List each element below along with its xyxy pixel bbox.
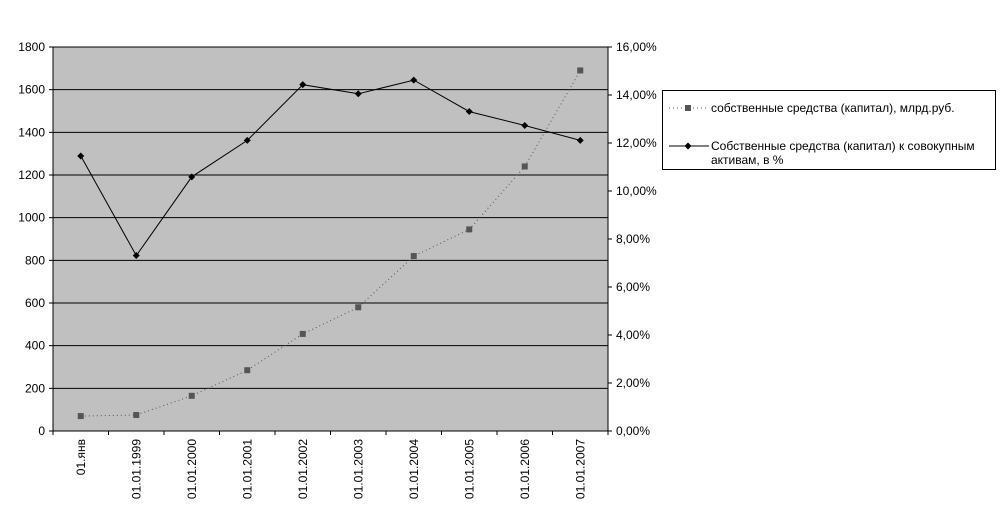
- legend-solid-diamond-icon: [669, 142, 709, 150]
- series-layer: [77, 67, 584, 420]
- left-tick-label: 200: [25, 381, 45, 395]
- left-tick-label: 1600: [18, 83, 45, 97]
- legend-dotted-square-icon: [669, 105, 709, 111]
- left-tick-label: 800: [25, 253, 45, 267]
- series-line-0: [80, 70, 581, 417]
- data-point-square: [244, 367, 251, 374]
- left-tick-label: 1200: [18, 168, 45, 182]
- data-point-diamond: [243, 136, 251, 144]
- data-point-square: [410, 253, 417, 260]
- data-point-square: [188, 392, 195, 399]
- gridlines: [53, 46, 608, 389]
- data-point-diamond: [132, 252, 140, 260]
- x-tick-label: 01.01.2003: [351, 439, 365, 499]
- right-axis-ticks: 0,00% 2,00% 4,00% 6,00% 8,00% 10,00% 12,00% 14,…: [608, 40, 657, 438]
- left-tick-label: 1800: [18, 40, 45, 54]
- right-tick-label: 4,00%: [616, 328, 650, 342]
- x-tick-label: 01.01.2000: [185, 439, 199, 499]
- data-point-square: [521, 163, 528, 170]
- legend-item-ratio: Собственные средства (капитал) к совокуп…: [663, 139, 995, 167]
- x-tick-label: 01.01.2007: [573, 439, 587, 499]
- right-tick-label: 6,00%: [616, 280, 650, 294]
- x-tick-label: 01.01.1999: [129, 439, 143, 499]
- left-tick-label: 0: [38, 424, 45, 438]
- legend: собственные средства (капитал), млрд.руб…: [662, 90, 996, 170]
- right-tick-label: 10,00%: [616, 184, 657, 198]
- data-point-diamond: [299, 81, 307, 89]
- data-point-square: [577, 67, 584, 74]
- data-point-diamond: [465, 108, 473, 116]
- data-point-diamond: [576, 136, 584, 144]
- x-tick-label: 01.01.2001: [240, 439, 254, 499]
- data-point-square: [355, 304, 362, 311]
- x-tick-label: 01.01.2002: [296, 439, 310, 499]
- data-point-diamond: [521, 121, 529, 129]
- left-tick-label: 400: [25, 339, 45, 353]
- x-tick-label: 01.01.2006: [518, 439, 532, 499]
- x-tick-label: 01.янв: [74, 439, 88, 475]
- left-tick-label: 600: [25, 296, 45, 310]
- series-line-1: [80, 79, 581, 257]
- data-point-square: [466, 226, 473, 233]
- data-point-square: [133, 412, 140, 418]
- legend-item-capital: собственные средства (капитал), млрд.руб…: [663, 101, 995, 115]
- x-tick-label: 01.01.2005: [462, 439, 476, 499]
- data-point-diamond: [410, 76, 418, 84]
- right-tick-label: 16,00%: [616, 40, 657, 54]
- legend-label-capital: собственные средства (капитал), млрд.руб…: [711, 101, 955, 115]
- right-tick-label: 12,00%: [616, 136, 657, 150]
- left-tick-label: 1400: [18, 125, 45, 139]
- data-point-diamond: [77, 152, 85, 160]
- data-point-square: [299, 330, 306, 337]
- x-axis-ticks: 01.янв 01.01.1999 01.01.2000 01.01.2001 01.0…: [52, 431, 609, 499]
- right-tick-label: 8,00%: [616, 232, 650, 246]
- left-tick-label: 1000: [18, 211, 45, 225]
- right-tick-label: 14,00%: [616, 88, 657, 102]
- right-tick-label: 2,00%: [616, 376, 650, 390]
- left-axis-ticks: 0 200 400 600 800 1000 1200 1400 1600 1800: [18, 40, 53, 438]
- data-point-diamond: [188, 173, 196, 181]
- legend-label-ratio: Собственные средства (капитал) к совокуп…: [711, 139, 975, 167]
- data-point-diamond: [354, 90, 362, 98]
- plot-area: [52, 46, 609, 432]
- x-tick-label: 01.01.2004: [407, 439, 421, 499]
- right-tick-label: 0,00%: [616, 424, 650, 438]
- data-point-square: [77, 413, 84, 420]
